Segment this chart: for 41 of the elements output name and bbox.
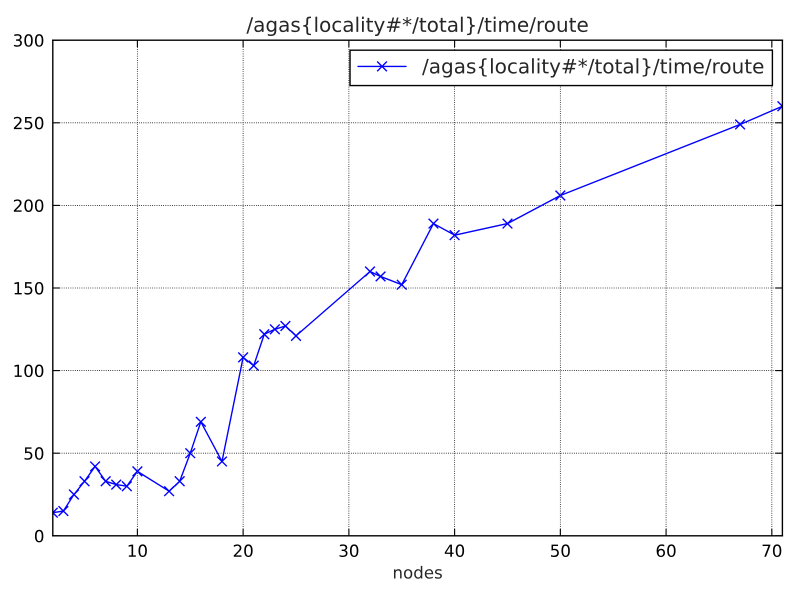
point (502, 218, 514, 230)
point (174, 476, 186, 487)
x-tick-label: 50 (551, 544, 570, 558)
y-tick-label: 300 (14, 34, 44, 47)
point (78, 476, 90, 487)
point (248, 360, 260, 372)
point (449, 230, 460, 241)
point (100, 476, 112, 487)
point (164, 486, 175, 497)
point (428, 218, 440, 230)
x-tick-label: 30 (340, 544, 358, 558)
point (90, 460, 101, 472)
x-tick-label: 70 (762, 544, 782, 558)
point (290, 330, 302, 342)
point (375, 270, 386, 282)
x-tick-label: 40 (444, 544, 464, 558)
y-tick-label: 0 (34, 530, 44, 542)
point (216, 456, 228, 468)
point (280, 320, 291, 332)
point (554, 190, 566, 202)
y-tick-label: 200 (14, 199, 44, 212)
point (238, 352, 249, 363)
chart-title: /agas{locality#*/total}/time/route (246, 16, 588, 36)
point (68, 488, 80, 500)
x-tick-label: 10 (128, 544, 147, 558)
point (396, 279, 408, 290)
y-tick-label: 100 (14, 364, 44, 378)
x-axis-title: nodes (394, 566, 442, 579)
point (195, 416, 206, 428)
y-tick-label: 150 (14, 282, 44, 295)
point (258, 328, 270, 340)
point (132, 466, 143, 477)
y-tick-label: 50 (24, 447, 44, 460)
point (734, 118, 746, 130)
legend-label: /agas{locality#*/total}/time/route (422, 58, 764, 78)
y-tick-label: 250 (14, 116, 44, 130)
point (269, 324, 280, 335)
x-tick-label: 60 (656, 544, 676, 558)
point (184, 448, 196, 459)
point (364, 266, 376, 278)
x-tick-label: 20 (234, 544, 253, 558)
